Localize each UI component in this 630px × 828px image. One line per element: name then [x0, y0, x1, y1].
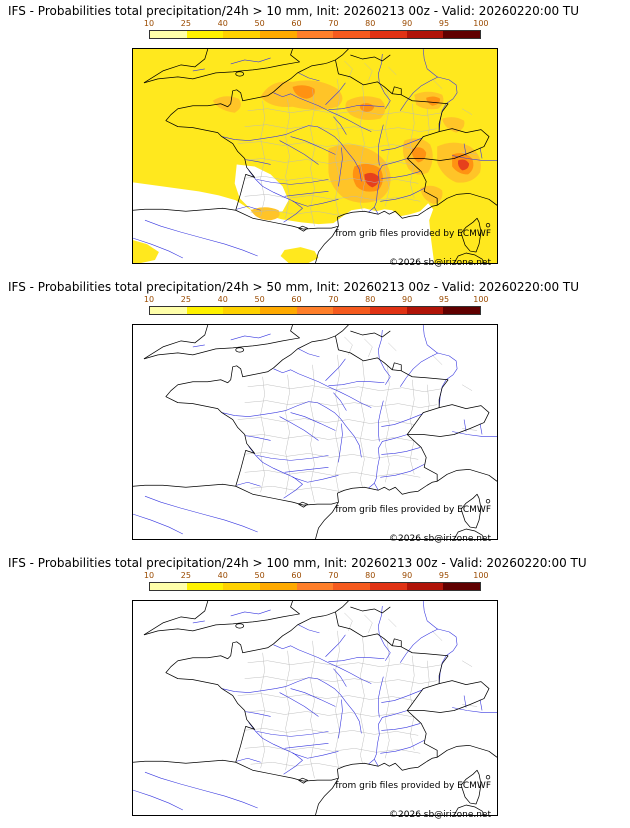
colorbar-tick-label: 80 — [365, 571, 376, 580]
attribution-ecmwf: from grib files provided by ECMWF — [335, 505, 491, 515]
colorbar-tick-label: 70 — [328, 19, 339, 28]
attribution-copyright: ©2026 sb@irizone.net — [389, 534, 491, 544]
colorbar-tick-label: 100 — [473, 571, 489, 580]
panel-title: IFS - Probabilities total precipitation/… — [8, 280, 580, 294]
colorbar-tick-label: 50 — [254, 571, 265, 580]
colorbar-tick-label: 90 — [402, 571, 413, 580]
colorbar-segment — [223, 307, 261, 314]
colorbar-segment — [296, 583, 334, 590]
colorbar-segment — [186, 31, 224, 38]
precip-probability-map: from grib files provided by ECMWF ©2026 … — [132, 600, 498, 820]
colorbar-tick-label: 80 — [365, 295, 376, 304]
colorbar-segment — [370, 31, 407, 38]
precip-probability-map: from grib files provided by ECMWF ©2026 … — [132, 324, 498, 544]
colorbar-tick-label: 50 — [254, 295, 265, 304]
panel-10mm: IFS - Probabilities total precipitation/… — [0, 0, 630, 276]
colorbar-tick-label: 10 — [143, 295, 155, 304]
colorbar-tick-label: 60 — [291, 19, 302, 28]
colorbar-tick-label: 100 — [473, 295, 489, 304]
colorbar-tick-label: 70 — [328, 571, 339, 580]
colorbar-tick-label: 10 — [143, 571, 155, 580]
panel-100mm: IFS - Probabilities total precipitation/… — [0, 552, 630, 828]
panel-title: IFS - Probabilities total precipitation/… — [8, 4, 580, 18]
colorbar-segment — [260, 583, 297, 590]
colorbar-tick-label: 40 — [217, 19, 228, 28]
colorbar-segment — [260, 31, 297, 38]
precip-probability-map: from grib files provided by ECMWF ©2026 … — [132, 48, 498, 268]
attribution-ecmwf: from grib files provided by ECMWF — [335, 781, 491, 791]
colorbar-tick-label: 70 — [328, 295, 339, 304]
colorbar-gradient — [149, 306, 481, 315]
colorbar-segment — [443, 31, 481, 38]
attribution-ecmwf: from grib files provided by ECMWF — [335, 229, 491, 239]
colorbar-tick-label: 40 — [217, 571, 228, 580]
attribution-copyright: ©2026 sb@irizone.net — [389, 810, 491, 820]
panel-50mm: IFS - Probabilities total precipitation/… — [0, 276, 630, 552]
colorbar-tick-label: 25 — [180, 571, 191, 580]
colorbar-ticks: 10 25 40 50 60 70 80 90 95 100 — [144, 571, 489, 581]
colorbar-segment — [150, 307, 187, 314]
panel-title: IFS - Probabilities total precipitation/… — [8, 556, 587, 570]
colorbar-tick-label: 25 — [180, 19, 191, 28]
colorbar-tick-label: 90 — [402, 19, 413, 28]
colorbar-tick-label: 60 — [291, 295, 302, 304]
colorbar-segment — [443, 583, 481, 590]
colorbar-segment — [150, 31, 187, 38]
colorbar-gradient — [149, 582, 481, 591]
colorbar: 10 25 40 50 60 70 80 90 95 100 — [144, 295, 489, 315]
colorbar-segment — [370, 307, 407, 314]
colorbar: 10 25 40 50 60 70 80 90 95 100 — [144, 19, 489, 39]
colorbar-tick-label: 95 — [438, 571, 450, 580]
colorbar-segment — [443, 307, 481, 314]
colorbar-segment — [333, 307, 371, 314]
colorbar: 10 25 40 50 60 70 80 90 95 100 — [144, 571, 489, 591]
colorbar-tick-label: 80 — [365, 19, 376, 28]
colorbar-tick-label: 25 — [180, 295, 191, 304]
colorbar-segment — [223, 583, 261, 590]
colorbar-segment — [333, 31, 371, 38]
colorbar-segment — [186, 583, 224, 590]
colorbar-tick-label: 40 — [217, 295, 228, 304]
colorbar-tick-label: 95 — [438, 19, 450, 28]
colorbar-tick-label: 100 — [473, 19, 489, 28]
colorbar-ticks: 10 25 40 50 60 70 80 90 95 100 — [144, 19, 489, 29]
colorbar-segment — [150, 583, 187, 590]
colorbar-tick-label: 90 — [402, 295, 413, 304]
colorbar-gradient — [149, 30, 481, 39]
colorbar-segment — [333, 583, 371, 590]
colorbar-tick-label: 10 — [143, 19, 155, 28]
colorbar-segment — [370, 583, 407, 590]
colorbar-segment — [186, 307, 224, 314]
colorbar-segment — [406, 31, 444, 38]
colorbar-ticks: 10 25 40 50 60 70 80 90 95 100 — [144, 295, 489, 305]
colorbar-tick-label: 60 — [291, 571, 302, 580]
colorbar-tick-label: 50 — [254, 19, 265, 28]
colorbar-segment — [406, 583, 444, 590]
colorbar-segment — [406, 307, 444, 314]
attribution-copyright: ©2026 sb@irizone.net — [389, 258, 491, 268]
colorbar-segment — [296, 307, 334, 314]
colorbar-segment — [260, 307, 297, 314]
colorbar-segment — [296, 31, 334, 38]
colorbar-segment — [223, 31, 261, 38]
colorbar-tick-label: 95 — [438, 295, 450, 304]
